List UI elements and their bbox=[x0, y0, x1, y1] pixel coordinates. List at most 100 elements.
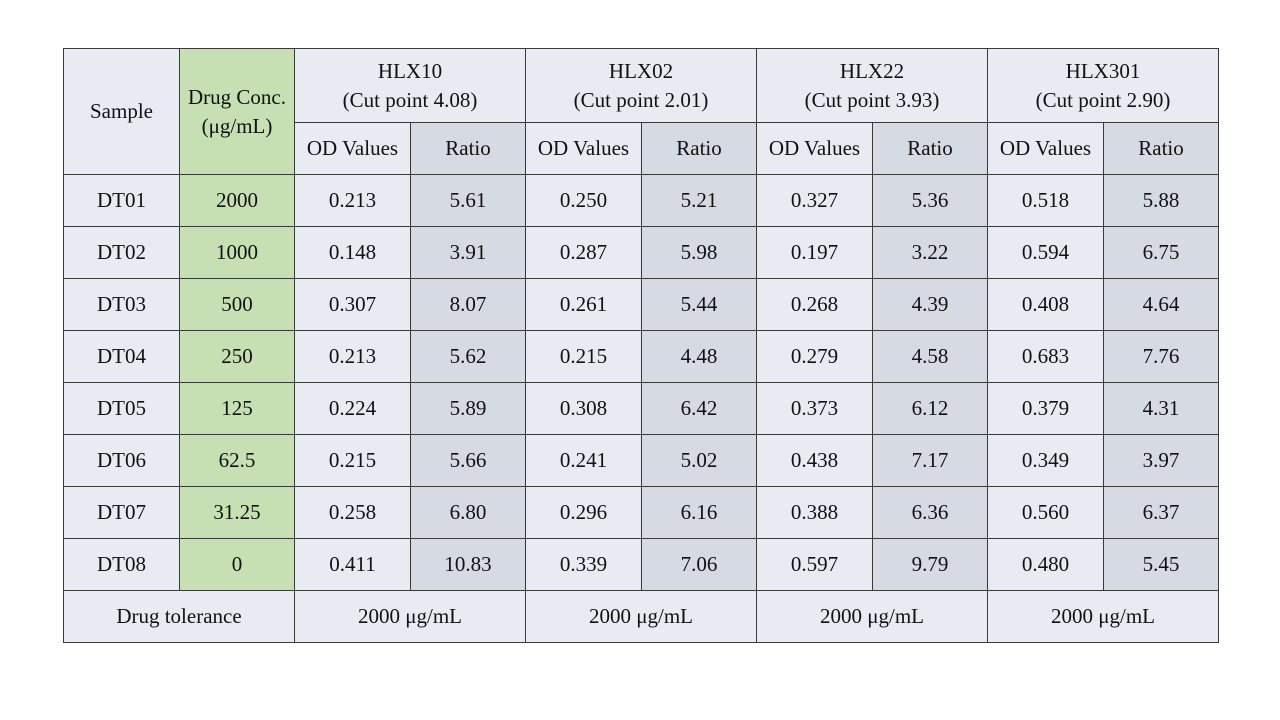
drug-conc-cell: 1000 bbox=[179, 226, 295, 279]
od-values-header: OD Values bbox=[987, 122, 1104, 175]
od-value-cell: 0.279 bbox=[756, 330, 873, 383]
table-row: DT06 62.5 0.215 5.66 0.241 5.02 0.438 7.17 0.349… bbox=[63, 434, 1219, 487]
sample-cell: DT01 bbox=[63, 174, 180, 227]
ratio-cell: 4.58 bbox=[872, 330, 988, 383]
od-value-cell: 0.683 bbox=[987, 330, 1104, 383]
ratio-cell: 9.79 bbox=[872, 538, 988, 591]
table-row: DT04 250 0.213 5.62 0.215 4.48 0.279 4.58 0.683 7… bbox=[63, 330, 1219, 383]
tolerance-hlx02: 2000 μg/mL bbox=[525, 590, 757, 643]
drug-conc-cell: 125 bbox=[179, 382, 295, 435]
od-value-cell: 0.213 bbox=[294, 330, 411, 383]
sample-cell: DT04 bbox=[63, 330, 180, 383]
ratio-cell: 5.98 bbox=[641, 226, 757, 279]
od-value-cell: 0.268 bbox=[756, 278, 873, 331]
ratio-cell: 4.39 bbox=[872, 278, 988, 331]
ratio-cell: 5.62 bbox=[410, 330, 526, 383]
tolerance-hlx10: 2000 μg/mL bbox=[294, 590, 526, 643]
ratio-cell: 7.06 bbox=[641, 538, 757, 591]
ratio-cell: 5.45 bbox=[1103, 538, 1219, 591]
od-value-cell: 0.224 bbox=[294, 382, 411, 435]
od-value-cell: 0.296 bbox=[525, 486, 642, 539]
drug-conc-cell: 2000 bbox=[179, 174, 295, 227]
od-value-cell: 0.308 bbox=[525, 382, 642, 435]
sample-cell: DT07 bbox=[63, 486, 180, 539]
ratio-cell: 6.42 bbox=[641, 382, 757, 435]
ratio-header: Ratio bbox=[410, 122, 526, 175]
table-row: DT02 1000 0.148 3.91 0.287 5.98 0.197 3.22 0.594… bbox=[63, 226, 1219, 279]
tolerance-hlx22: 2000 μg/mL bbox=[756, 590, 988, 643]
group-name: HLX02 bbox=[608, 58, 674, 83]
ratio-header: Ratio bbox=[1103, 122, 1219, 175]
ratio-cell: 4.31 bbox=[1103, 382, 1219, 435]
od-value-cell: 0.148 bbox=[294, 226, 411, 279]
drug-conc-cell: 0 bbox=[179, 538, 295, 591]
ratio-cell: 8.07 bbox=[410, 278, 526, 331]
ratio-cell: 5.89 bbox=[410, 382, 526, 435]
ratio-cell: 5.88 bbox=[1103, 174, 1219, 227]
group-name: HLX10 bbox=[377, 58, 443, 83]
ratio-cell: 6.36 bbox=[872, 486, 988, 539]
group-cut-point: (Cut point 2.01) bbox=[573, 87, 709, 112]
od-value-cell: 0.213 bbox=[294, 174, 411, 227]
ratio-cell: 5.02 bbox=[641, 434, 757, 487]
od-value-cell: 0.379 bbox=[987, 382, 1104, 435]
drug-conc-header: Drug Conc. (μg/mL) bbox=[179, 48, 295, 175]
od-value-cell: 0.388 bbox=[756, 486, 873, 539]
table-row: DT07 31.25 0.258 6.80 0.296 6.16 0.388 6.36 0.56… bbox=[63, 486, 1219, 539]
table-row: DT03 500 0.307 8.07 0.261 5.44 0.268 4.39 0.408 4… bbox=[63, 278, 1219, 331]
od-values-header: OD Values bbox=[294, 122, 411, 175]
drug-conc-header-line1: Drug Conc. bbox=[188, 84, 286, 109]
ratio-cell: 5.66 bbox=[410, 434, 526, 487]
ratio-cell: 6.37 bbox=[1103, 486, 1219, 539]
group-cut-point: (Cut point 3.93) bbox=[804, 87, 940, 112]
ratio-cell: 3.22 bbox=[872, 226, 988, 279]
od-value-cell: 0.258 bbox=[294, 486, 411, 539]
od-values-header: OD Values bbox=[525, 122, 642, 175]
group-header-hlx02: HLX02 (Cut point 2.01) bbox=[525, 48, 757, 123]
od-value-cell: 0.215 bbox=[525, 330, 642, 383]
sample-cell: DT06 bbox=[63, 434, 180, 487]
od-value-cell: 0.327 bbox=[756, 174, 873, 227]
od-value-cell: 0.349 bbox=[987, 434, 1104, 487]
ratio-cell: 6.80 bbox=[410, 486, 526, 539]
od-value-cell: 0.287 bbox=[525, 226, 642, 279]
ratio-header: Ratio bbox=[872, 122, 988, 175]
drug-tolerance-table: Sample Drug Conc. (μg/mL) HLX10 (Cut poi… bbox=[63, 48, 1219, 643]
od-value-cell: 0.261 bbox=[525, 278, 642, 331]
drug-conc-cell: 250 bbox=[179, 330, 295, 383]
ratio-cell: 6.16 bbox=[641, 486, 757, 539]
table-row: DT05 125 0.224 5.89 0.308 6.42 0.373 6.12 0.379 4… bbox=[63, 382, 1219, 435]
od-value-cell: 0.408 bbox=[987, 278, 1104, 331]
od-value-cell: 0.438 bbox=[756, 434, 873, 487]
sample-cell: DT08 bbox=[63, 538, 180, 591]
ratio-cell: 5.36 bbox=[872, 174, 988, 227]
ratio-cell: 5.44 bbox=[641, 278, 757, 331]
drug-tolerance-label: Drug tolerance bbox=[63, 590, 295, 643]
od-value-cell: 0.250 bbox=[525, 174, 642, 227]
ratio-cell: 7.17 bbox=[872, 434, 988, 487]
group-header-hlx301: HLX301 (Cut point 2.90) bbox=[987, 48, 1219, 123]
ratio-cell: 4.64 bbox=[1103, 278, 1219, 331]
od-value-cell: 0.197 bbox=[756, 226, 873, 279]
table-row: DT08 0 0.411 10.83 0.339 7.06 0.597 9.79 0.480 5.… bbox=[63, 538, 1219, 591]
drug-conc-header-unit: (μg/mL) bbox=[201, 113, 273, 138]
od-value-cell: 0.373 bbox=[756, 382, 873, 435]
od-value-cell: 0.411 bbox=[294, 538, 411, 591]
od-value-cell: 0.597 bbox=[756, 538, 873, 591]
group-name: HLX22 bbox=[839, 58, 905, 83]
group-header-hlx22: HLX22 (Cut point 3.93) bbox=[756, 48, 988, 123]
drug-conc-cell: 62.5 bbox=[179, 434, 295, 487]
ratio-cell: 4.48 bbox=[641, 330, 757, 383]
ratio-cell: 3.97 bbox=[1103, 434, 1219, 487]
od-value-cell: 0.241 bbox=[525, 434, 642, 487]
od-value-cell: 0.518 bbox=[987, 174, 1104, 227]
sample-header: Sample bbox=[63, 48, 180, 175]
od-values-header: OD Values bbox=[756, 122, 873, 175]
group-header-hlx10: HLX10 (Cut point 4.08) bbox=[294, 48, 526, 123]
sample-cell: DT05 bbox=[63, 382, 180, 435]
ratio-cell: 3.91 bbox=[410, 226, 526, 279]
od-value-cell: 0.594 bbox=[987, 226, 1104, 279]
tolerance-hlx301: 2000 μg/mL bbox=[987, 590, 1219, 643]
ratio-cell: 6.12 bbox=[872, 382, 988, 435]
od-value-cell: 0.307 bbox=[294, 278, 411, 331]
